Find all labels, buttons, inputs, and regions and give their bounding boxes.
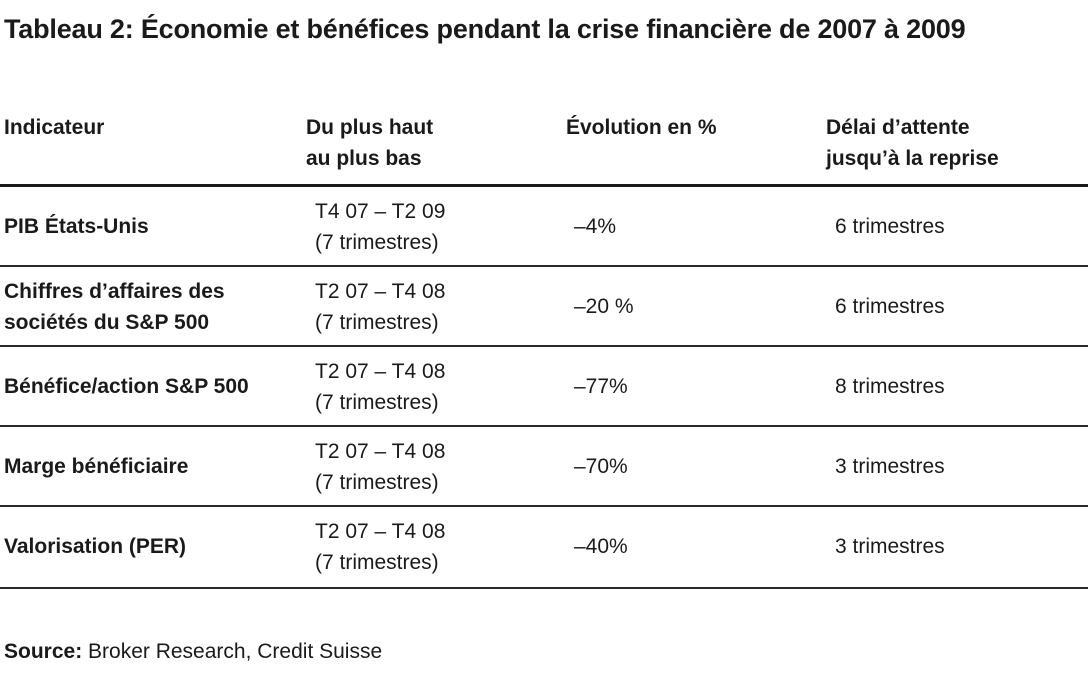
row-change: –40% <box>574 535 628 558</box>
row-change: –20 % <box>574 295 634 318</box>
row-period-duration: (7 trimestres) <box>315 311 439 334</box>
header-change-label: Évolution en % <box>566 116 717 139</box>
row-change: –77% <box>574 375 628 398</box>
header-delay: Délai d’attente jusqu’à la reprise <box>826 112 999 174</box>
row-period-range: T2 07 – T4 08 <box>315 280 446 303</box>
row-period-duration: (7 trimestres) <box>315 231 439 254</box>
row-indicator: PIB États-Unis <box>4 215 149 238</box>
row-delay: 8 trimestres <box>835 375 945 398</box>
row-indicator: Chiffres d’affaires des sociétés du S&P … <box>4 280 225 334</box>
table-title: Tableau 2: Économie et bénéfices pendant… <box>4 14 966 44</box>
row-indicator: Marge bénéficiaire <box>4 455 189 478</box>
row-period-duration: (7 trimestres) <box>315 391 439 414</box>
source-note: Source: Broker Research, Credit Suisse <box>4 640 382 664</box>
row-period-duration: (7 trimestres) <box>315 551 439 574</box>
source-label: Source: <box>4 640 83 663</box>
source-text: Broker Research, Credit Suisse <box>88 640 383 663</box>
row-period: T4 07 – T2 09 (7 trimestres) <box>315 196 445 258</box>
table-header-row: Indicateur Du plus haut au plus bas Évol… <box>0 112 1088 187</box>
row-delay: 3 trimestres <box>835 455 945 478</box>
table-row: Marge bénéficiaire T2 07 – T4 08 (7 trim… <box>0 427 1088 507</box>
row-period-range: T4 07 – T2 09 <box>315 200 446 223</box>
table-row: PIB États-Unis T4 07 – T2 09 (7 trimestr… <box>0 187 1088 267</box>
row-period-range: T2 07 – T4 08 <box>315 360 446 383</box>
header-period-line2: au plus bas <box>306 147 422 170</box>
row-indicator: Bénéfice/action S&P 500 <box>4 375 249 398</box>
data-table: Indicateur Du plus haut au plus bas Évol… <box>0 112 1088 589</box>
row-period-range: T2 07 – T4 08 <box>315 520 446 543</box>
header-change: Évolution en % <box>566 112 717 143</box>
row-period: T2 07 – T4 08 (7 trimestres) <box>315 516 445 578</box>
row-change: –70% <box>574 455 628 478</box>
row-period: T2 07 – T4 08 (7 trimestres) <box>315 356 445 418</box>
header-delay-line2: jusqu’à la reprise <box>826 147 999 170</box>
header-indicator-label: Indicateur <box>4 116 105 139</box>
row-change: –4% <box>574 215 617 238</box>
header-delay-line1: Délai d’attente <box>826 116 970 139</box>
row-period: T2 07 – T4 08 (7 trimestres) <box>315 276 445 338</box>
header-indicator: Indicateur <box>4 112 104 143</box>
row-delay: 3 trimestres <box>835 535 945 558</box>
header-period: Du plus haut au plus bas <box>306 112 433 174</box>
row-indicator: Valorisation (PER) <box>4 535 187 558</box>
table-row: Valorisation (PER) T2 07 – T4 08 (7 trim… <box>0 507 1088 589</box>
row-delay: 6 trimestres <box>835 295 945 318</box>
table-row: Chiffres d’affaires des sociétés du S&P … <box>0 267 1088 347</box>
row-delay: 6 trimestres <box>835 215 945 238</box>
row-period-range: T2 07 – T4 08 <box>315 440 446 463</box>
header-period-line1: Du plus haut <box>306 116 434 139</box>
row-period: T2 07 – T4 08 (7 trimestres) <box>315 436 445 498</box>
table-row: Bénéfice/action S&P 500 T2 07 – T4 08 (7… <box>0 347 1088 427</box>
row-period-duration: (7 trimestres) <box>315 471 439 494</box>
